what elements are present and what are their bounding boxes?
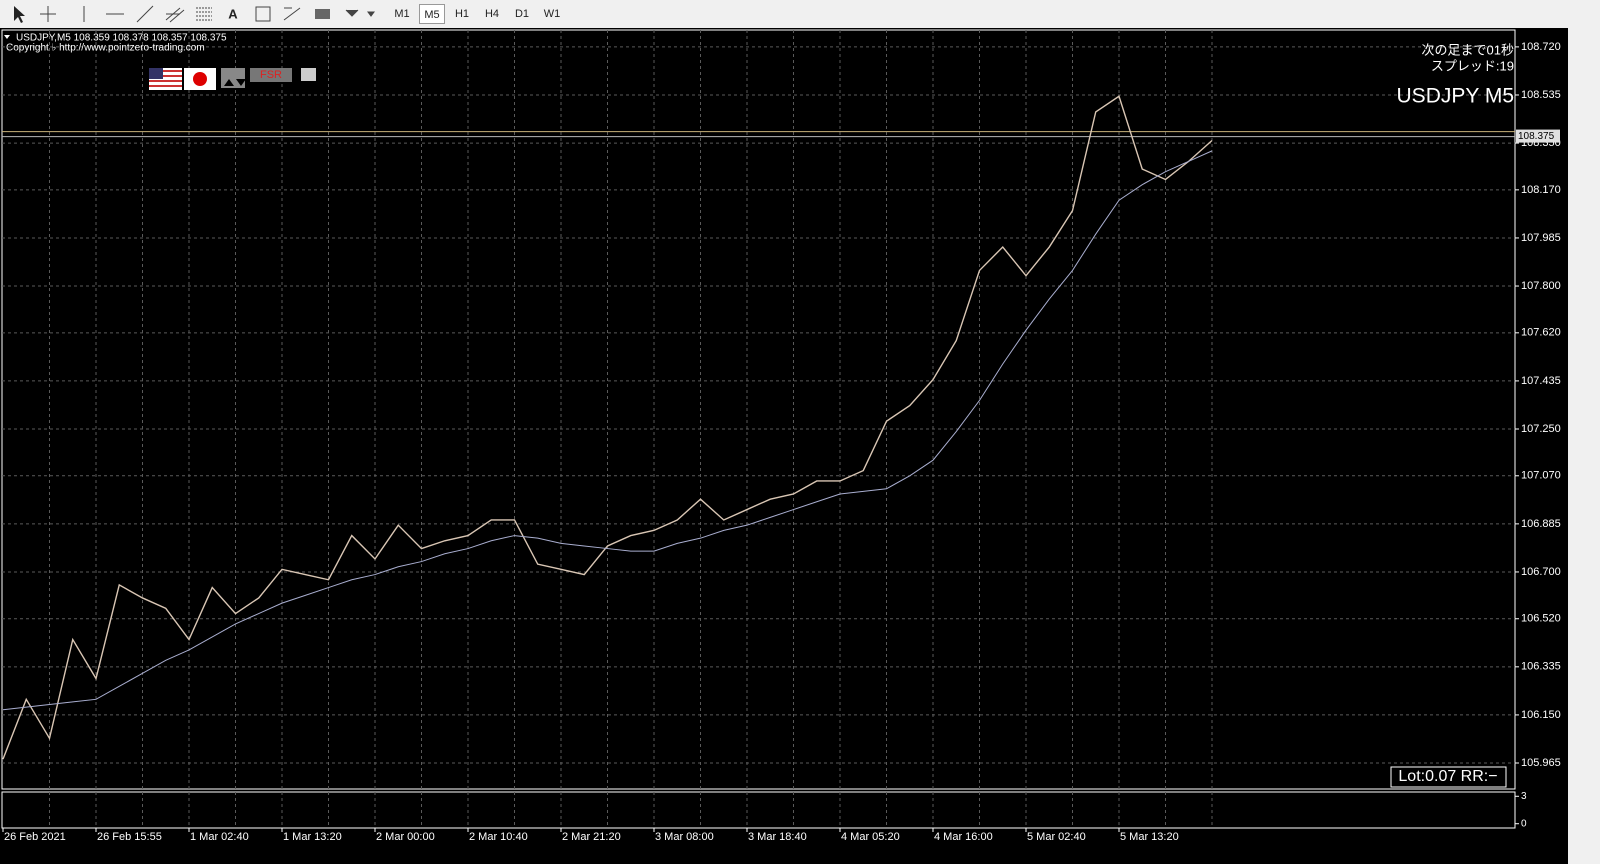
x-tick-label: 1 Mar 13:20	[283, 831, 342, 843]
symbol-info: USDJPY,M5 108.359 108.378 108.357 108.37…	[16, 33, 227, 44]
chart-frame	[1568, 28, 1600, 864]
channel-tool[interactable]	[165, 7, 185, 23]
y-tick-label: 107.250	[1521, 423, 1561, 435]
y-tick-label: 106.150	[1521, 709, 1561, 721]
chart-background	[0, 28, 1568, 864]
x-tick-label: 2 Mar 21:20	[562, 831, 621, 843]
x-tick-label: 2 Mar 10:40	[469, 831, 528, 843]
y-tick-label: 106.520	[1521, 613, 1561, 625]
fibo-fan-tool[interactable]	[283, 7, 301, 21]
y-tick-label: 108.720	[1521, 41, 1561, 53]
x-tick-label: 26 Feb 2021	[4, 831, 66, 843]
main-pane-border	[1, 29, 1516, 790]
y-tick-label: 106.335	[1521, 661, 1561, 673]
x-tick-label: 26 Feb 15:55	[97, 831, 162, 843]
y-tick-label: 108.170	[1521, 184, 1561, 196]
y-tick-label: 106.885	[1521, 518, 1561, 530]
x-tick-label: 3 Mar 08:00	[655, 831, 714, 843]
y-tick-label: 108.535	[1521, 89, 1561, 101]
timeframe-button[interactable]: H1	[454, 8, 470, 20]
timeframe-button[interactable]: H4	[484, 8, 500, 20]
fsr-button[interactable]	[250, 68, 292, 82]
dropdown-icon	[4, 35, 10, 39]
tool-icon[interactable]	[301, 68, 316, 81]
drawing-tools: A	[14, 5, 375, 23]
trendline-tool[interactable]	[136, 5, 154, 23]
copyright: Copyright ♭ http://www.pointzero-trading…	[6, 43, 205, 54]
y-tick-label: 107.985	[1521, 232, 1561, 244]
x-tick-label: 4 Mar 16:00	[934, 831, 993, 843]
shape-tool[interactable]	[315, 9, 330, 19]
y-tick-label: 107.800	[1521, 280, 1561, 292]
y-tick-label: 105.965	[1521, 757, 1561, 769]
crosshair-tool[interactable]	[40, 6, 56, 22]
moving-average	[2, 150, 1213, 711]
cursor-tool[interactable]	[14, 6, 25, 23]
symbol-label: USDJPY M5	[1397, 85, 1514, 108]
lot-box[interactable]	[1390, 766, 1507, 788]
timeframe-button[interactable]: W1	[543, 8, 561, 20]
sub-y-tick-label: 3	[1521, 791, 1527, 802]
arrow-tool[interactable]	[345, 9, 375, 17]
label-tool[interactable]	[255, 6, 271, 22]
fibo-tool[interactable]	[196, 7, 212, 21]
timeframe-button[interactable]: M5	[419, 4, 445, 24]
y-tick-label: 107.620	[1521, 327, 1561, 339]
price-tag	[1516, 129, 1560, 143]
toolbar: A M1 M5 H1 H4 D1 W1	[0, 0, 1600, 29]
x-tick-label: 1 Mar 02:40	[190, 831, 249, 843]
chart: 108.720108.535108.350108.170107.985107.8…	[0, 28, 1600, 864]
y-tick-label: 107.070	[1521, 470, 1561, 482]
y-tick-label: 107.435	[1521, 375, 1561, 387]
fsr-label: FSR	[260, 69, 282, 81]
flag-icons: FSR	[149, 68, 316, 90]
price-line-series	[2, 95, 1213, 760]
timeframe-button[interactable]: M1	[394, 8, 410, 20]
countdown: 次の足まで01秒	[1422, 42, 1514, 57]
sub-y-tick-label: 0	[1521, 818, 1527, 829]
x-tick-label: 5 Mar 13:20	[1120, 831, 1179, 843]
text-tool[interactable]: A	[228, 6, 238, 21]
x-tick-label: 4 Mar 05:20	[841, 831, 900, 843]
x-tick-label: 2 Mar 00:00	[376, 831, 435, 843]
spread: スプレッド:19	[1431, 58, 1514, 73]
x-tick-label: 3 Mar 18:40	[748, 831, 807, 843]
x-tick-label: 5 Mar 02:40	[1027, 831, 1086, 843]
sub-pane-border	[1, 791, 1516, 829]
price-tag-label: 108.375	[1518, 131, 1555, 142]
y-tick-label: 106.700	[1521, 566, 1561, 578]
lot-label: Lot:0.07 RR:−	[1398, 768, 1497, 785]
timeframe-button[interactable]: D1	[514, 8, 530, 20]
